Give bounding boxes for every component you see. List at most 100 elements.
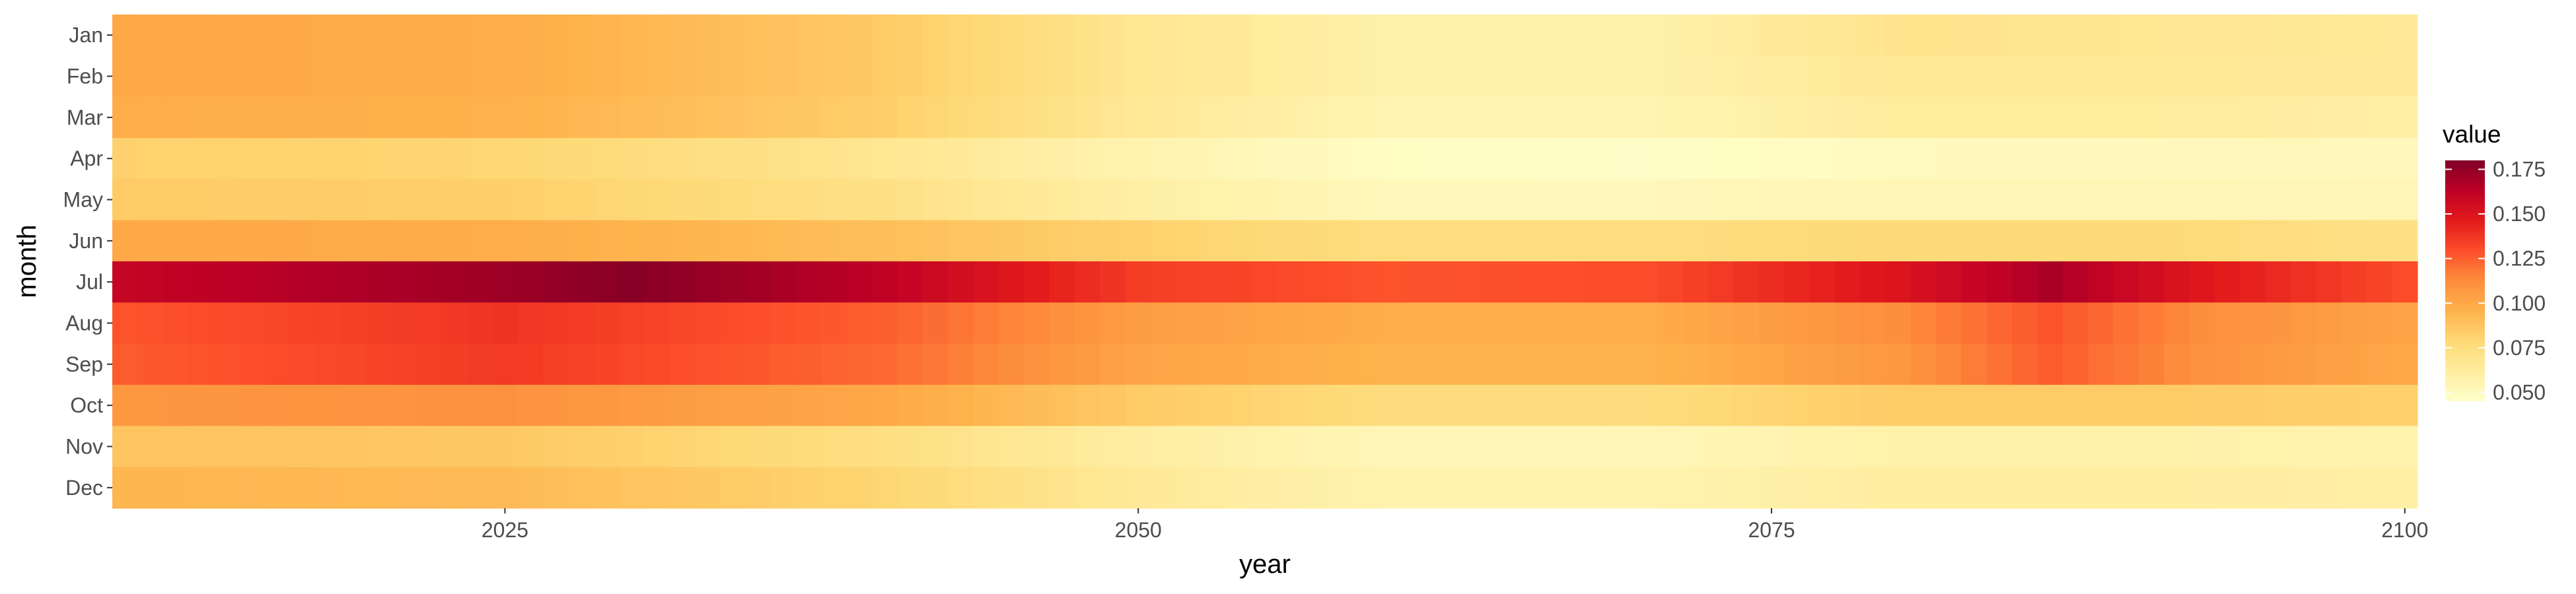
heatmap-cell [948,302,974,345]
heatmap-cell [1708,138,1735,180]
heatmap-cell [2063,55,2089,98]
heatmap-cell [2392,96,2418,139]
heatmap-cell [619,302,645,345]
heatmap-cell [162,426,189,468]
heatmap-cell [340,385,367,426]
heatmap-cell [897,302,923,345]
heatmap-cell [542,179,569,221]
heatmap-cell [872,261,898,303]
heatmap-cell [1050,220,1075,262]
heatmap-cell [1657,96,1684,139]
heatmap-cell [1378,343,1405,385]
heatmap-cell [2189,467,2215,509]
heatmap-cell [847,467,873,509]
heatmap-cell [137,179,164,221]
heatmap-cell [2113,138,2139,180]
heatmap-cell [517,138,544,180]
heatmap-cell [720,343,746,385]
heatmap-cell [1758,302,1785,345]
legend-tick-label: 0.175 [2493,158,2546,182]
heatmap-cell [1758,138,1785,180]
heatmap-cell [1809,15,1836,56]
heatmap-cell [1454,302,1481,345]
heatmap-cell [517,220,544,262]
heatmap-cell [1910,467,1937,509]
heatmap-cell [1809,426,1836,468]
heatmap-cell [1556,15,1582,56]
heatmap-cell [1936,343,1962,385]
heatmap-cell [1353,343,1380,385]
heatmap-cell [1151,220,1177,262]
heatmap-cell [2316,15,2342,56]
heatmap-cell [2113,426,2139,468]
heatmap-cell [1353,302,1380,345]
heatmap-cell [1708,302,1735,345]
heatmap-cell [2012,343,2038,385]
heatmap-cell [517,343,544,385]
heatmap-cell [1378,55,1405,98]
heatmap-cell [1252,385,1278,426]
heatmap-cell [923,96,949,139]
heatmap-cell [1404,261,1430,303]
heatmap-cell [1733,343,1760,385]
heatmap-cell [2316,385,2342,426]
heatmap-cell [1176,426,1202,468]
heatmap-cell [289,220,316,262]
heatmap-cell [213,15,240,56]
heatmap-cell [1126,138,1152,180]
heatmap-cell [1252,179,1278,221]
heatmap-cell [1581,467,1608,509]
heatmap-cell [720,385,746,426]
heatmap-cell [2037,179,2063,221]
heatmap-cell [1176,302,1202,345]
heatmap-cell [1657,343,1684,385]
heatmap-cell [390,426,417,468]
heatmap-cell [466,15,493,56]
heatmap-cell [2139,15,2165,56]
heatmap-cell [1632,467,1659,509]
heatmap-cell [1505,343,1532,385]
heatmap-cell [1758,343,1785,385]
heatmap-cell [2316,467,2342,509]
heatmap-cell [2341,15,2367,56]
heatmap-cell [1733,55,1760,98]
heatmap-cell [1936,15,1962,56]
heatmap-cell [821,15,847,56]
heatmap-cell [517,261,544,303]
heatmap-cell [1353,96,1380,139]
heatmap-cell [1429,179,1456,221]
heatmap-cell [1936,467,1962,509]
heatmap-cell [238,96,265,139]
heatmap-cell [1201,15,1228,56]
heatmap-cell [112,15,138,56]
heatmap-cell [1961,302,1987,345]
heatmap-cell [2341,138,2367,180]
heatmap-cell [2265,220,2291,262]
heatmap-cell [1530,220,1557,262]
heatmap-cell [619,467,645,509]
heatmap-cell [897,385,923,426]
heatmap-cell [542,426,569,468]
heatmap-cell [188,55,214,98]
heatmap-cell [1784,261,1810,303]
heatmap-cell [416,138,443,180]
heatmap-cell [1733,179,1760,221]
heatmap-cell [2189,426,2215,468]
heatmap-cell [2392,138,2418,180]
heatmap-cell [1809,467,1836,509]
heatmap-cell [1606,261,1633,303]
heatmap-cell [1987,385,2013,426]
heatmap-cell [2063,426,2089,468]
heatmap-cell [2392,467,2418,509]
heatmap-cell [1201,302,1228,345]
heatmap-cell [1126,220,1152,262]
heatmap-cell [1176,15,1202,56]
heatmap-cell [973,261,999,303]
heatmap-cell [1910,343,1937,385]
heatmap-cell [999,96,1025,139]
heatmap-cell [669,179,696,221]
heatmap-cell [568,261,594,303]
heatmap-cell [2113,302,2139,345]
heatmap-cell [466,220,493,262]
heatmap-cell [2037,96,2063,139]
